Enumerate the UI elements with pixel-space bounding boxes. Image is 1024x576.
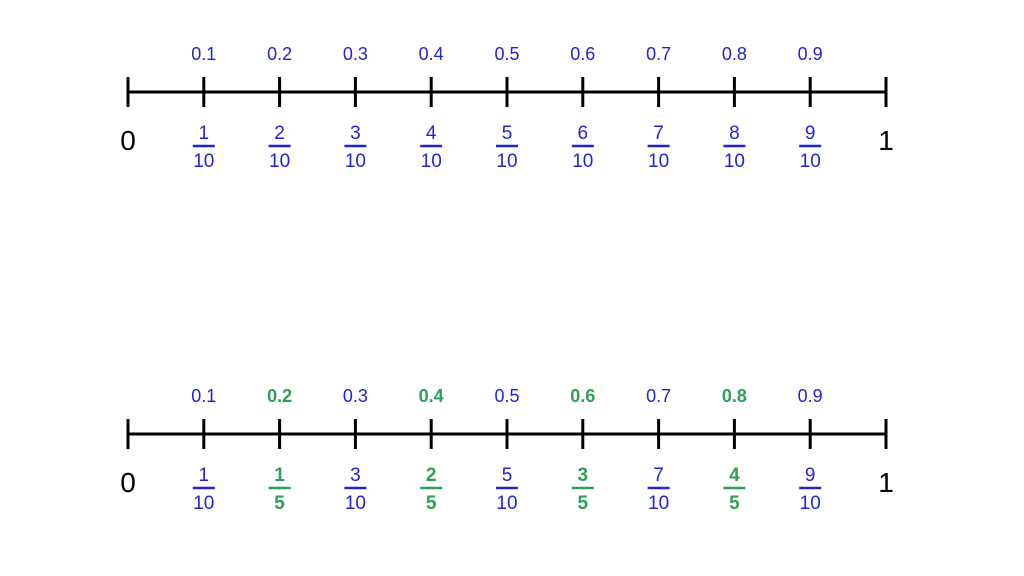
start-label: 0 xyxy=(120,125,136,156)
decimal-label: 0.9 xyxy=(798,44,823,64)
fraction-denominator: 10 xyxy=(648,151,669,172)
decimal-label: 0.4 xyxy=(419,44,444,64)
number-line-2 xyxy=(126,419,888,449)
decimal-label: 0.7 xyxy=(646,386,671,406)
fraction-denominator: 10 xyxy=(496,151,517,172)
fraction-numerator: 4 xyxy=(729,465,740,486)
start-label: 0 xyxy=(120,467,136,498)
decimal-label: 0.9 xyxy=(798,386,823,406)
decimal-label: 0.6 xyxy=(570,386,595,406)
decimal-label: 0.6 xyxy=(570,44,595,64)
fraction-denominator: 10 xyxy=(572,151,593,172)
fraction-numerator: 3 xyxy=(578,465,589,486)
decimal-label: 0.2 xyxy=(267,44,292,64)
fraction-denominator: 5 xyxy=(274,493,285,514)
fraction-numerator: 5 xyxy=(502,123,513,144)
fraction-numerator: 1 xyxy=(274,465,285,486)
fraction-denominator: 5 xyxy=(426,493,437,514)
decimal-label: 0.5 xyxy=(494,44,519,64)
fraction-denominator: 10 xyxy=(724,151,745,172)
decimal-label: 0.1 xyxy=(191,44,216,64)
number-line-1 xyxy=(126,77,888,107)
fraction-numerator: 3 xyxy=(350,123,361,144)
fraction-denominator: 5 xyxy=(729,493,740,514)
fraction-denominator: 10 xyxy=(193,151,214,172)
decimal-label: 0.2 xyxy=(267,386,292,406)
fraction-numerator: 7 xyxy=(653,123,664,144)
fraction-denominator: 5 xyxy=(578,493,589,514)
decimal-label: 0.3 xyxy=(343,44,368,64)
decimal-label: 0.7 xyxy=(646,44,671,64)
decimal-label: 0.1 xyxy=(191,386,216,406)
fraction-numerator: 2 xyxy=(274,123,285,144)
fraction-numerator: 4 xyxy=(426,123,437,144)
fraction-numerator: 9 xyxy=(805,465,816,486)
end-label: 1 xyxy=(878,467,894,498)
decimal-label: 0.8 xyxy=(722,386,747,406)
fraction-numerator: 5 xyxy=(502,465,513,486)
fraction-numerator: 1 xyxy=(199,123,210,144)
fraction-numerator: 3 xyxy=(350,465,361,486)
end-label: 1 xyxy=(878,125,894,156)
decimal-label: 0.4 xyxy=(419,386,444,406)
decimal-label: 0.8 xyxy=(722,44,747,64)
decimal-label: 0.5 xyxy=(494,386,519,406)
fraction-numerator: 2 xyxy=(426,465,437,486)
fraction-denominator: 10 xyxy=(496,493,517,514)
fraction-denominator: 10 xyxy=(345,151,366,172)
fraction-denominator: 10 xyxy=(193,493,214,514)
decimal-label: 0.3 xyxy=(343,386,368,406)
fraction-denominator: 10 xyxy=(269,151,290,172)
fraction-numerator: 7 xyxy=(653,465,664,486)
fraction-denominator: 10 xyxy=(648,493,669,514)
fraction-denominator: 10 xyxy=(345,493,366,514)
fraction-numerator: 1 xyxy=(199,465,210,486)
fraction-denominator: 10 xyxy=(421,151,442,172)
fraction-numerator: 9 xyxy=(805,123,816,144)
fraction-denominator: 10 xyxy=(800,151,821,172)
fraction-denominator: 10 xyxy=(800,493,821,514)
fraction-numerator: 6 xyxy=(578,123,589,144)
fraction-numerator: 8 xyxy=(729,123,740,144)
